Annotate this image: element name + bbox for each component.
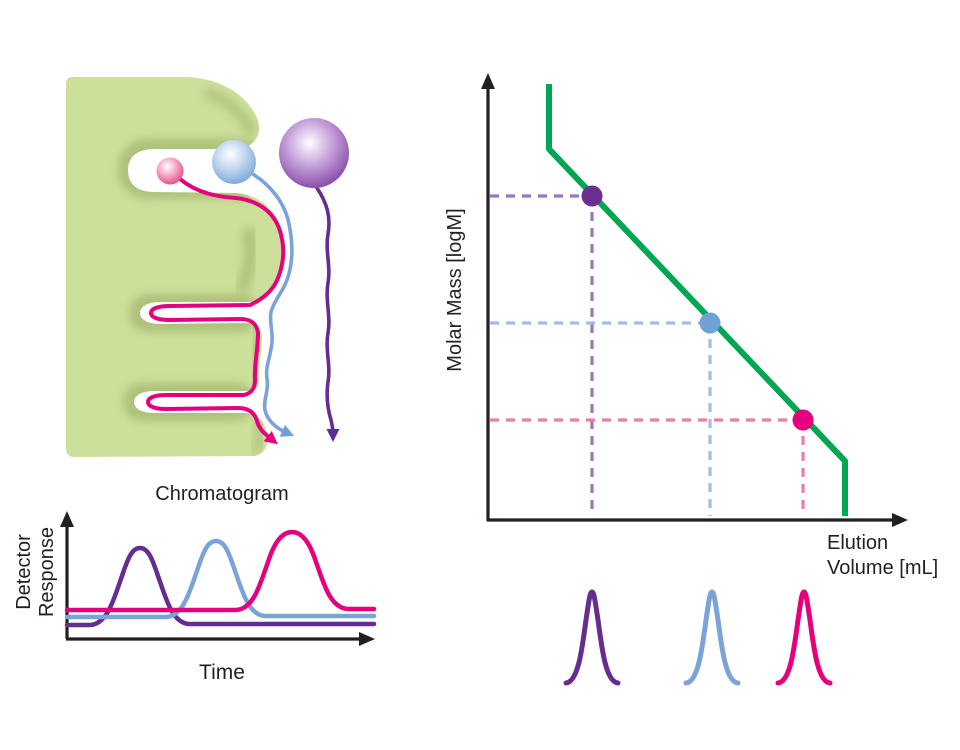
chromatogram-curve-purple	[64, 545, 377, 628]
guide-lines-pink	[490, 418, 805, 516]
elution-peak-blue	[683, 589, 741, 686]
small-particle-path	[145, 177, 286, 445]
large-particle-path	[315, 186, 340, 442]
chromatogram-y-axis-label: Detector Response	[13, 526, 58, 618]
chromatogram-title: Chromatogram	[155, 483, 289, 505]
elution-peaks	[563, 589, 833, 686]
guide-lines-purple	[490, 194, 594, 516]
large-particle	[279, 118, 349, 188]
calibration-x-axis-label: Elution Volume [mL]	[827, 532, 939, 579]
chromatogram-plot	[60, 511, 377, 646]
elution-peak-purple	[563, 589, 621, 686]
calibration-point-blue	[699, 312, 721, 334]
calibration-y-axis-label: Molar Mass [logM]	[444, 208, 466, 372]
chromatogram-curve-blue	[64, 538, 377, 620]
elution-peak-pink	[775, 589, 833, 686]
chromatogram-x-axis-label: Time	[199, 661, 245, 684]
medium-particle	[212, 140, 256, 184]
medium-particle-path	[249, 171, 295, 437]
calibration-point-pink	[792, 409, 814, 431]
small-particle	[156, 157, 184, 185]
calibration-plot	[481, 73, 908, 527]
guide-lines-blue	[490, 321, 712, 516]
chromatogram-curve-pink	[64, 529, 377, 613]
gel-pore-illustration	[66, 77, 349, 462]
calibration-curve	[546, 84, 848, 516]
calibration-point-purple	[581, 185, 603, 207]
